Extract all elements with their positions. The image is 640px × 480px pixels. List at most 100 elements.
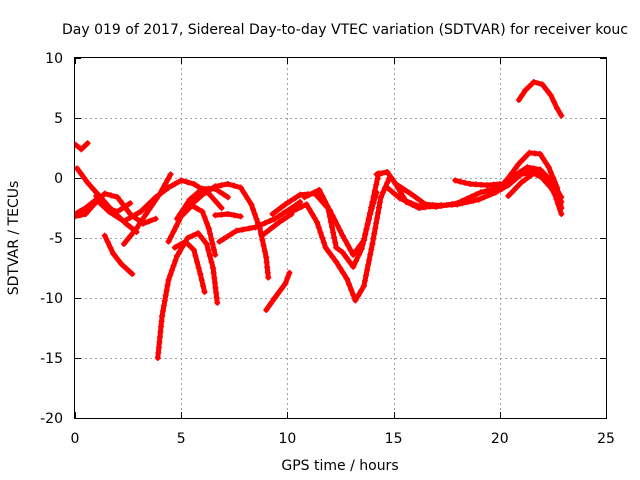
data-point [171, 244, 178, 251]
data-point [355, 292, 362, 299]
data-point [350, 251, 357, 258]
data-point [207, 186, 214, 193]
data-point [308, 210, 315, 217]
data-point [407, 190, 414, 197]
data-point [118, 216, 125, 223]
data-point [475, 196, 482, 203]
data-point [311, 189, 318, 196]
data-point [127, 233, 134, 240]
data-point [339, 232, 346, 239]
x-tick-label: 20 [491, 431, 509, 447]
data-point [549, 174, 556, 181]
data-point [477, 189, 484, 196]
markers-arc-p [263, 269, 293, 313]
data-point [177, 211, 184, 217]
data-point [554, 184, 561, 191]
data-point [156, 339, 163, 346]
data-point [358, 287, 364, 294]
data-point [180, 206, 187, 213]
data-point [252, 224, 259, 231]
data-point [165, 238, 172, 245]
data-point [194, 196, 201, 203]
x-tick-label: 5 [177, 431, 186, 447]
markers-arc-m [212, 211, 244, 220]
data-point [522, 176, 529, 183]
y-tick-label: -5 [49, 231, 63, 247]
markers-arc-a [75, 140, 91, 153]
data-point [326, 249, 333, 256]
data-point [322, 244, 329, 251]
data-point [392, 181, 399, 187]
data-point [253, 215, 260, 222]
data-point [522, 87, 529, 94]
data-point [167, 272, 174, 279]
markers-arc-e [93, 193, 134, 215]
data-point [362, 230, 369, 237]
data-point [229, 230, 236, 237]
markers-arc-f [101, 232, 136, 277]
data-point [198, 277, 205, 283]
data-point [128, 224, 135, 231]
data-point [266, 217, 273, 224]
data-point [75, 141, 78, 148]
data-point [531, 150, 538, 157]
data-point [343, 275, 350, 282]
data-point [367, 211, 374, 217]
data-point [261, 248, 268, 255]
data-point [224, 181, 231, 187]
data-point [486, 191, 493, 198]
data-layer [75, 79, 565, 361]
data-point [378, 170, 385, 177]
data-point [171, 181, 178, 187]
data-point [367, 251, 374, 258]
data-point [542, 159, 549, 166]
data-point [530, 170, 537, 177]
data-point [539, 81, 546, 88]
data-point [298, 203, 305, 210]
data-point [246, 225, 253, 232]
data-point [384, 169, 391, 175]
data-point [157, 328, 164, 335]
markers-arc-s [301, 187, 380, 270]
data-point [263, 259, 270, 266]
data-point [364, 220, 371, 227]
data-point [107, 244, 114, 251]
data-point [164, 176, 171, 183]
data-point [353, 257, 360, 264]
data-point [347, 247, 354, 253]
data-point [158, 318, 165, 325]
data-point [159, 185, 166, 192]
data-point [197, 271, 204, 277]
data-point [543, 86, 550, 93]
data-point [280, 210, 287, 217]
data-point [519, 157, 526, 163]
data-point [373, 171, 380, 178]
x-axis-label: GPS time / hours [281, 458, 398, 474]
data-point [77, 170, 84, 177]
data-point [203, 219, 210, 226]
data-point [209, 241, 216, 248]
data-point [459, 198, 465, 204]
data-point [492, 189, 499, 196]
chart-title: Day 019 of 2017, Sidereal Day-to-day VTE… [62, 22, 628, 38]
data-point [284, 213, 291, 220]
data-point [468, 193, 475, 200]
data-point [372, 225, 379, 232]
data-point [136, 220, 143, 227]
y-tick-label: -10 [40, 291, 63, 307]
data-point [214, 200, 221, 207]
data-point [552, 179, 558, 186]
data-point [315, 224, 322, 231]
data-point [101, 232, 108, 239]
data-point [212, 212, 219, 219]
data-point [162, 292, 169, 299]
data-point [218, 182, 225, 189]
data-point [178, 177, 185, 184]
x-tick-label: 25 [597, 431, 615, 447]
data-point [481, 194, 488, 201]
data-point [216, 238, 223, 245]
data-point [233, 227, 240, 234]
data-point [374, 176, 381, 182]
data-point [170, 228, 177, 235]
